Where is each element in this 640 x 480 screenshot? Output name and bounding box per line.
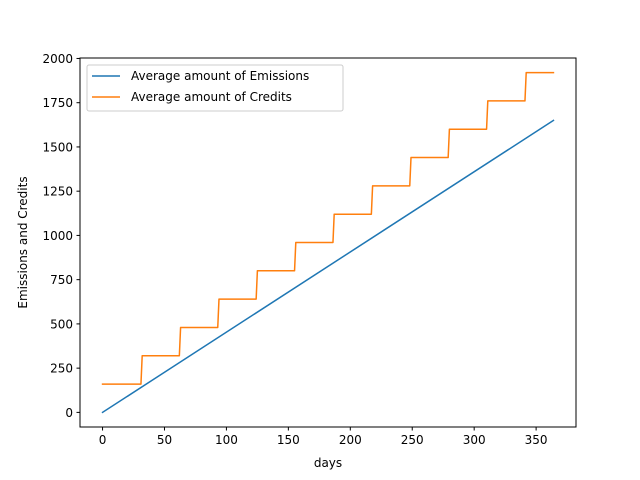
x-tick-label: 100 bbox=[215, 433, 238, 447]
legend-label-emissions: Average amount of Emissions bbox=[131, 69, 309, 83]
x-tick-label: 350 bbox=[525, 433, 548, 447]
x-axis-label: days bbox=[314, 456, 342, 470]
y-axis-label: Emissions and Credits bbox=[16, 176, 30, 308]
x-tick-label: 150 bbox=[277, 433, 300, 447]
y-tick-label: 1500 bbox=[42, 140, 73, 154]
x-tick-label: 250 bbox=[401, 433, 424, 447]
y-tick-label: 1750 bbox=[42, 96, 73, 110]
legend-box bbox=[86, 64, 344, 112]
legend: Average amount of Emissions Average amou… bbox=[86, 64, 344, 112]
y-axis: 0 250 500 750 1000 1250 1500 1750 2000 bbox=[42, 52, 80, 420]
y-tick-label: 1250 bbox=[42, 185, 73, 199]
credits-line bbox=[101, 71, 555, 385]
x-tick-label: 0 bbox=[99, 433, 107, 447]
emissions-line bbox=[101, 119, 555, 414]
y-tick-label: 2000 bbox=[42, 52, 73, 66]
y-tick-label: 750 bbox=[50, 273, 73, 287]
legend-label-credits: Average amount of Credits bbox=[131, 90, 292, 104]
x-tick-label: 200 bbox=[339, 433, 362, 447]
y-tick-label: 250 bbox=[50, 362, 73, 376]
y-tick-label: 500 bbox=[50, 317, 73, 331]
axes-frame bbox=[79, 57, 577, 428]
x-tick-label: 300 bbox=[463, 433, 486, 447]
plot-lines bbox=[101, 71, 555, 414]
y-tick-label: 1000 bbox=[42, 229, 73, 243]
x-tick-label: 50 bbox=[157, 433, 172, 447]
y-tick-label: 0 bbox=[65, 406, 73, 420]
x-axis: 0 50 100 150 200 250 300 350 bbox=[99, 427, 548, 447]
